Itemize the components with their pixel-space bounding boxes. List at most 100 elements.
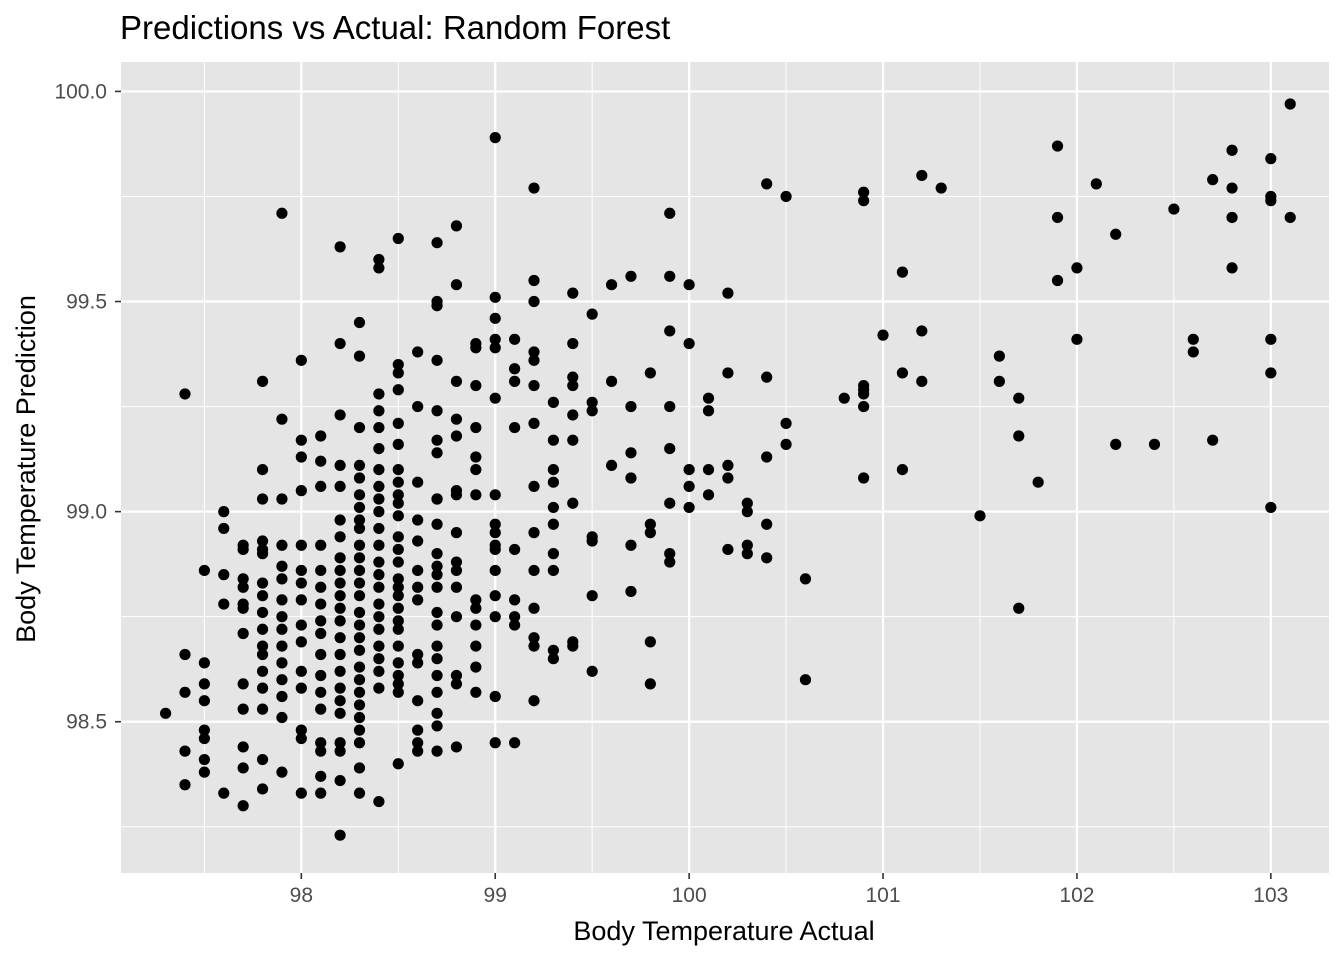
data-point — [353, 552, 366, 564]
data-point — [722, 472, 734, 484]
data-point — [528, 379, 540, 392]
data-point — [373, 493, 385, 505]
data-point — [392, 556, 404, 568]
data-point — [353, 737, 366, 749]
data-point — [256, 493, 269, 505]
data-point — [1265, 153, 1277, 165]
data-point — [334, 552, 346, 564]
data-point — [431, 354, 443, 366]
data-point — [431, 619, 443, 631]
data-point — [528, 640, 540, 652]
data-point — [586, 590, 598, 602]
data-point — [1148, 438, 1161, 450]
chart-title: Predictions vs Actual: Random Forest — [120, 9, 670, 46]
data-point — [470, 342, 482, 354]
data-point — [799, 674, 812, 686]
data-point — [198, 732, 210, 745]
data-point — [295, 665, 307, 677]
data-point — [353, 762, 366, 774]
data-point — [431, 300, 443, 312]
data-point — [431, 720, 443, 732]
data-point — [741, 506, 753, 518]
data-point — [198, 695, 210, 707]
data-point — [353, 787, 366, 799]
data-point — [431, 560, 443, 572]
data-point — [509, 619, 521, 631]
data-point — [334, 577, 346, 589]
data-point — [295, 434, 307, 446]
data-point — [664, 400, 676, 413]
data-point — [664, 497, 676, 509]
data-point — [1226, 144, 1238, 156]
data-point — [276, 493, 288, 505]
data-point — [353, 644, 366, 656]
data-point — [315, 581, 327, 593]
data-point — [547, 396, 559, 408]
data-point — [1265, 367, 1277, 379]
data-point — [547, 434, 559, 446]
y-axis-title: Body Temperature Prediction — [11, 295, 41, 643]
data-point — [528, 295, 540, 308]
data-point — [256, 640, 269, 652]
data-point — [334, 564, 346, 577]
data-point — [412, 514, 424, 526]
data-point — [450, 581, 463, 593]
data-point — [431, 653, 443, 665]
data-point — [1110, 228, 1122, 240]
x-tick-label: 103 — [1253, 884, 1288, 907]
data-point — [470, 640, 482, 652]
data-point — [450, 669, 463, 682]
data-point — [547, 501, 559, 514]
data-point — [1051, 140, 1064, 152]
data-point — [431, 447, 443, 459]
data-point — [373, 442, 385, 455]
data-point — [256, 548, 269, 560]
data-point — [392, 573, 404, 585]
data-point — [353, 564, 366, 577]
data-point — [450, 489, 463, 501]
data-point — [392, 615, 404, 627]
data-point — [315, 480, 327, 493]
data-point — [547, 564, 559, 577]
data-point — [353, 316, 366, 329]
data-point — [392, 623, 404, 635]
data-point — [276, 539, 288, 551]
data-point — [431, 237, 443, 249]
data-point — [218, 506, 230, 518]
data-point — [373, 388, 385, 400]
data-point — [237, 573, 249, 585]
data-point — [489, 392, 501, 404]
data-point — [1226, 182, 1238, 194]
data-point — [373, 795, 385, 808]
data-point — [392, 358, 404, 371]
data-point — [702, 489, 715, 501]
data-point — [392, 476, 404, 488]
data-point — [470, 421, 482, 434]
data-point — [431, 606, 443, 619]
data-point — [373, 581, 385, 593]
data-point — [237, 543, 249, 556]
data-point — [916, 325, 928, 337]
data-point — [276, 573, 288, 585]
data-point — [353, 632, 366, 644]
data-point — [412, 724, 424, 736]
data-point — [237, 703, 249, 715]
data-point — [295, 451, 307, 463]
data-point — [509, 421, 521, 434]
data-point — [276, 690, 288, 703]
data-point — [334, 590, 346, 602]
data-point — [741, 497, 753, 509]
data-point — [373, 665, 385, 677]
data-point — [315, 430, 327, 442]
data-point — [276, 640, 288, 652]
data-point — [1071, 262, 1083, 274]
data-point — [528, 417, 540, 429]
data-point — [780, 190, 792, 203]
data-point — [1032, 476, 1044, 488]
data-point — [431, 581, 443, 593]
data-point — [625, 270, 637, 282]
data-point — [586, 396, 598, 408]
data-point — [547, 476, 559, 488]
data-point — [470, 379, 482, 392]
